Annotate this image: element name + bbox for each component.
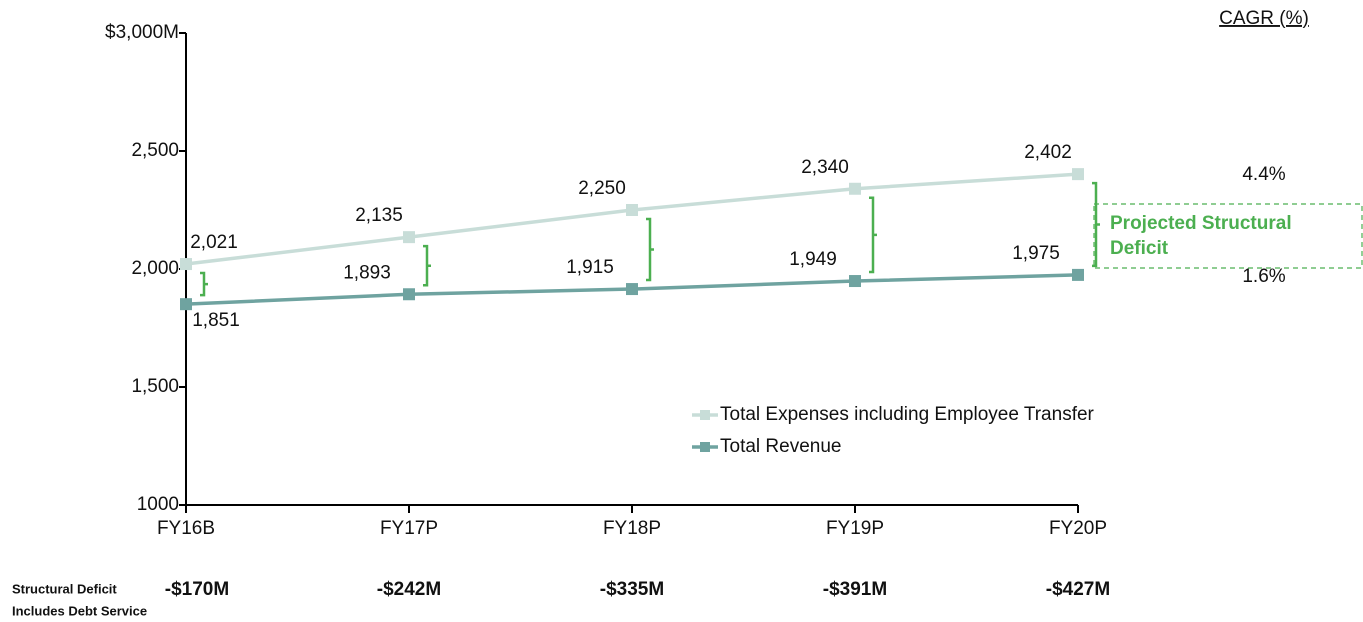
- cagr-value: 4.4%: [1242, 164, 1285, 185]
- deficit-value: -$427M: [1046, 579, 1110, 600]
- cagr-title: CAGR (%): [1219, 8, 1309, 29]
- annotation-text: Projected Structural: [1110, 213, 1292, 234]
- series-line: [185, 172, 1079, 266]
- x-tick-label: FY17P: [380, 518, 438, 539]
- x-tick-label: FY16B: [157, 518, 215, 539]
- y-tick-label: 2,000: [131, 258, 179, 279]
- point: [626, 283, 638, 296]
- x-tick-label: FY18P: [603, 518, 661, 539]
- legend-swatch: [700, 410, 710, 420]
- legend-label: Total Revenue: [720, 436, 841, 457]
- data-label: 2,021: [190, 232, 238, 253]
- legend-swatch: [700, 442, 710, 452]
- annotation-text: Deficit: [1110, 238, 1169, 259]
- deficit-row-label: Structural Deficit: [12, 581, 117, 596]
- point: [180, 258, 192, 271]
- point: [403, 231, 415, 244]
- y-tick-label: 1000: [137, 494, 179, 515]
- deficit-bracket: [200, 271, 208, 297]
- y-tick-label: 1,500: [131, 376, 179, 397]
- y-tick-label: $3,000M: [105, 22, 179, 43]
- data-label: 1,915: [566, 257, 614, 278]
- data-label: 2,135: [355, 205, 403, 226]
- point: [403, 288, 415, 301]
- deficit-bracket: [423, 244, 431, 287]
- x-tick-label: FY20P: [1049, 518, 1107, 539]
- deficit-bracket: [1092, 181, 1100, 268]
- x-tick-label: FY19P: [826, 518, 884, 539]
- cagr-value: 1.6%: [1242, 266, 1285, 287]
- data-label: 2,250: [578, 178, 626, 199]
- point: [1072, 268, 1084, 281]
- deficit-bracket: [646, 217, 654, 282]
- point: [849, 275, 861, 288]
- data-label: 2,402: [1024, 142, 1072, 163]
- deficit-bracket: [869, 196, 877, 274]
- data-label: 1,851: [192, 310, 240, 331]
- point: [180, 298, 192, 311]
- deficit-value: -$391M: [823, 579, 887, 600]
- point: [1072, 168, 1084, 181]
- y-tick-label: 2,500: [131, 140, 179, 161]
- deficit-value: -$170M: [165, 579, 229, 600]
- data-label: 2,340: [801, 157, 849, 178]
- deficit-row-label: Includes Debt Service: [12, 603, 147, 618]
- annotation-box: [1093, 203, 1363, 269]
- data-label: 1,893: [343, 262, 391, 283]
- data-label: 1,975: [1012, 243, 1060, 264]
- legend-label: Total Expenses including Employee Transf…: [720, 404, 1095, 425]
- deficit-value: -$242M: [377, 579, 441, 600]
- point: [849, 182, 861, 195]
- point: [626, 204, 638, 216]
- data-label: 1,949: [789, 249, 837, 270]
- deficit-value: -$335M: [600, 579, 664, 600]
